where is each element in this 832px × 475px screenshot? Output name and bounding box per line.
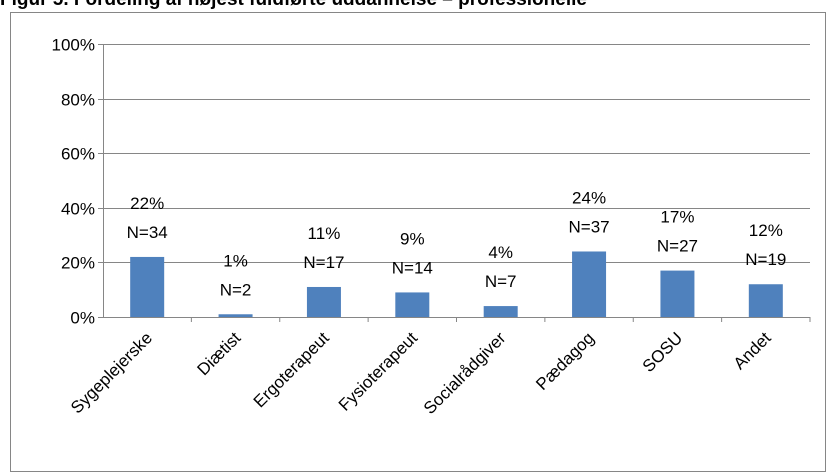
count-label: N=27 <box>657 237 698 256</box>
value-label: 11% <box>308 224 341 243</box>
y-tick-label: 80% <box>61 91 95 110</box>
value-label: 22% <box>130 194 164 213</box>
bar <box>572 251 607 317</box>
value-label: 12% <box>749 221 783 240</box>
count-label: N=37 <box>569 217 610 236</box>
count-label: N=2 <box>220 280 252 299</box>
value-label: 17% <box>660 208 694 227</box>
bar <box>483 306 518 317</box>
value-label: 9% <box>400 229 425 248</box>
value-label: 1% <box>223 251 248 270</box>
bar <box>306 286 341 317</box>
bar <box>660 270 695 317</box>
y-tick-label: 40% <box>61 200 95 219</box>
y-tick-label: 60% <box>61 145 95 164</box>
value-label: 24% <box>572 188 606 207</box>
y-tick-label: 20% <box>61 254 95 273</box>
bar <box>395 292 430 317</box>
count-label: N=14 <box>392 258 433 277</box>
count-label: N=19 <box>745 250 786 269</box>
y-tick-label: 100% <box>52 36 95 55</box>
bar <box>748 284 783 317</box>
count-label: N=7 <box>485 272 517 291</box>
chart-frame <box>10 12 826 472</box>
bar <box>130 256 165 317</box>
count-label: N=34 <box>127 223 168 242</box>
value-label: 4% <box>488 243 513 262</box>
bar <box>218 314 253 317</box>
chart-title: Figur 5. Fordeling af højest fuldførte u… <box>0 0 587 10</box>
y-tick-label: 0% <box>70 309 95 328</box>
count-label: N=17 <box>303 253 344 272</box>
